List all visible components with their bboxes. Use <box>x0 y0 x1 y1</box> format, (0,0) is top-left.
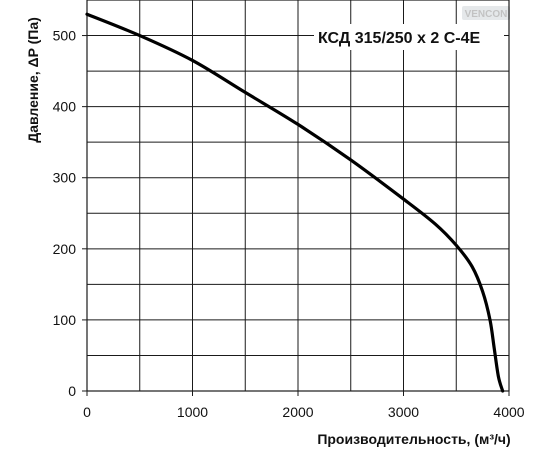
axis-ticks: 0 1000 2000 3000 4000 0 100 200 300 400 500 <box>53 28 525 420</box>
y-tick-label: 500 <box>53 28 77 44</box>
vencon-logo: VENCON <box>462 6 510 20</box>
x-tick-label: 3000 <box>388 404 419 420</box>
y-tick-label: 0 <box>68 383 76 399</box>
x-tick-label: 1000 <box>177 404 208 420</box>
x-tick-label: 0 <box>83 404 91 420</box>
x-axis-title: Производительность, (м³/ч) <box>317 431 510 447</box>
y-axis-title: Давление, ΔP (Па) <box>25 17 41 143</box>
x-tick-label: 4000 <box>493 404 524 420</box>
svg-text:VENCON: VENCON <box>465 9 508 20</box>
y-tick-label: 300 <box>53 170 77 186</box>
x-tick-label: 2000 <box>282 404 313 420</box>
y-tick-label: 200 <box>53 241 77 257</box>
chart-title: КСД 315/250 x 2 С-4Е <box>318 30 480 47</box>
grid <box>87 0 509 391</box>
y-tick-label: 400 <box>53 99 77 115</box>
y-tick-label: 100 <box>53 312 77 328</box>
